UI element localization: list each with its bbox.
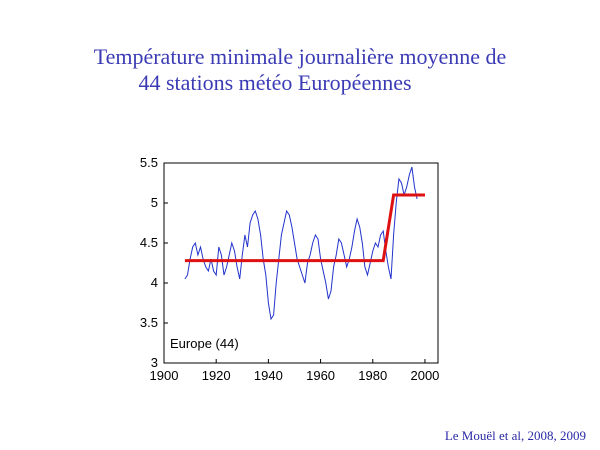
step-fit-line	[184, 193, 425, 263]
y-tick-label: 4.5	[140, 235, 158, 250]
title-line-1: Température minimale journalière moyenne…	[93, 44, 507, 69]
y-tick-label: 5	[151, 195, 158, 210]
temperature-series-line	[184, 166, 418, 321]
series-annotation: Europe (44)	[170, 336, 239, 351]
x-tick-label: 1900	[150, 368, 179, 383]
y-tick-label: 5.5	[140, 155, 158, 170]
citation: Le Mouël et al, 2008, 2009	[444, 428, 586, 443]
y-tick-label: 4	[151, 275, 158, 290]
plot-area-frame	[163, 162, 439, 364]
y-tick-label: 3	[151, 355, 158, 370]
x-tick-label: 1980	[358, 368, 387, 383]
x-tick-label: 2000	[410, 368, 439, 383]
y-tick-label: 3.5	[140, 315, 158, 330]
title-line-2: 44 stations météo Européennes	[138, 70, 412, 95]
slide-title: Température minimale journalière moyenne…	[0, 44, 600, 96]
x-tick-label: 1940	[254, 368, 283, 383]
x-tick-label: 1960	[306, 368, 335, 383]
x-tick-label: 1920	[202, 368, 231, 383]
